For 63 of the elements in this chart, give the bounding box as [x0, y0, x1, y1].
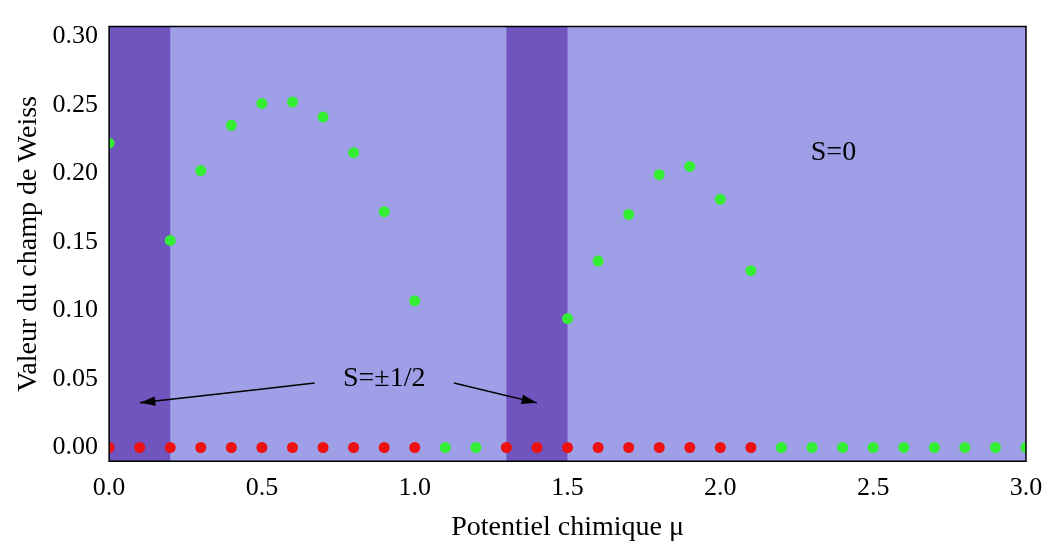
annotation: S=0	[810, 134, 857, 166]
point	[623, 441, 635, 453]
point	[225, 441, 237, 453]
point	[623, 208, 635, 220]
point	[684, 160, 696, 172]
y-tick-label: 0.25	[52, 88, 99, 118]
point	[225, 119, 237, 131]
y-tick-label: 0.15	[52, 225, 99, 255]
y-tick-label: 0.10	[52, 294, 99, 324]
point	[562, 313, 574, 325]
y-tick-label: 0.00	[52, 431, 99, 461]
point	[775, 441, 787, 453]
point	[989, 441, 1001, 453]
point	[806, 441, 818, 453]
x-tick-label: 0.5	[245, 471, 279, 501]
point	[959, 441, 971, 453]
y-tick-label: 0.05	[52, 362, 99, 392]
point	[409, 441, 421, 453]
point	[867, 441, 879, 453]
point	[592, 255, 604, 267]
point	[714, 441, 726, 453]
point	[439, 441, 451, 453]
point	[531, 441, 543, 453]
point	[378, 441, 390, 453]
point	[684, 441, 696, 453]
point	[653, 169, 665, 181]
x-tick-label: 0.0	[92, 471, 126, 501]
point	[470, 441, 482, 453]
point	[134, 441, 146, 453]
point	[256, 97, 268, 109]
point	[317, 111, 329, 123]
annotation: S=±1/2	[342, 360, 426, 392]
x-tick-label: 2.5	[856, 471, 890, 501]
point	[592, 441, 604, 453]
x-tick-label: 3.0	[1009, 471, 1043, 501]
y-tick-label: 0.30	[52, 20, 99, 50]
x-axis-title: Potentiel chimique μ	[451, 509, 684, 541]
point	[195, 165, 207, 177]
point	[745, 265, 757, 277]
point	[256, 441, 268, 453]
y-axis-title: Valeur du champ de Weiss	[11, 95, 43, 392]
point	[500, 441, 512, 453]
y-tick-label: 0.20	[52, 157, 99, 187]
point	[562, 441, 574, 453]
point	[164, 441, 176, 453]
point	[286, 96, 298, 108]
point	[837, 441, 849, 453]
point	[164, 234, 176, 246]
x-tick-label: 1.0	[398, 471, 431, 501]
point	[928, 441, 940, 453]
point	[317, 441, 329, 453]
point	[286, 441, 298, 453]
x-tick-label: 2.0	[704, 471, 737, 501]
point	[653, 441, 665, 453]
point	[409, 295, 421, 307]
point	[745, 441, 757, 453]
point	[898, 441, 910, 453]
point	[714, 193, 726, 205]
point	[348, 147, 360, 159]
x-tick-label: 1.5	[551, 471, 584, 501]
point	[378, 206, 390, 218]
point	[348, 441, 360, 453]
point	[195, 441, 207, 453]
